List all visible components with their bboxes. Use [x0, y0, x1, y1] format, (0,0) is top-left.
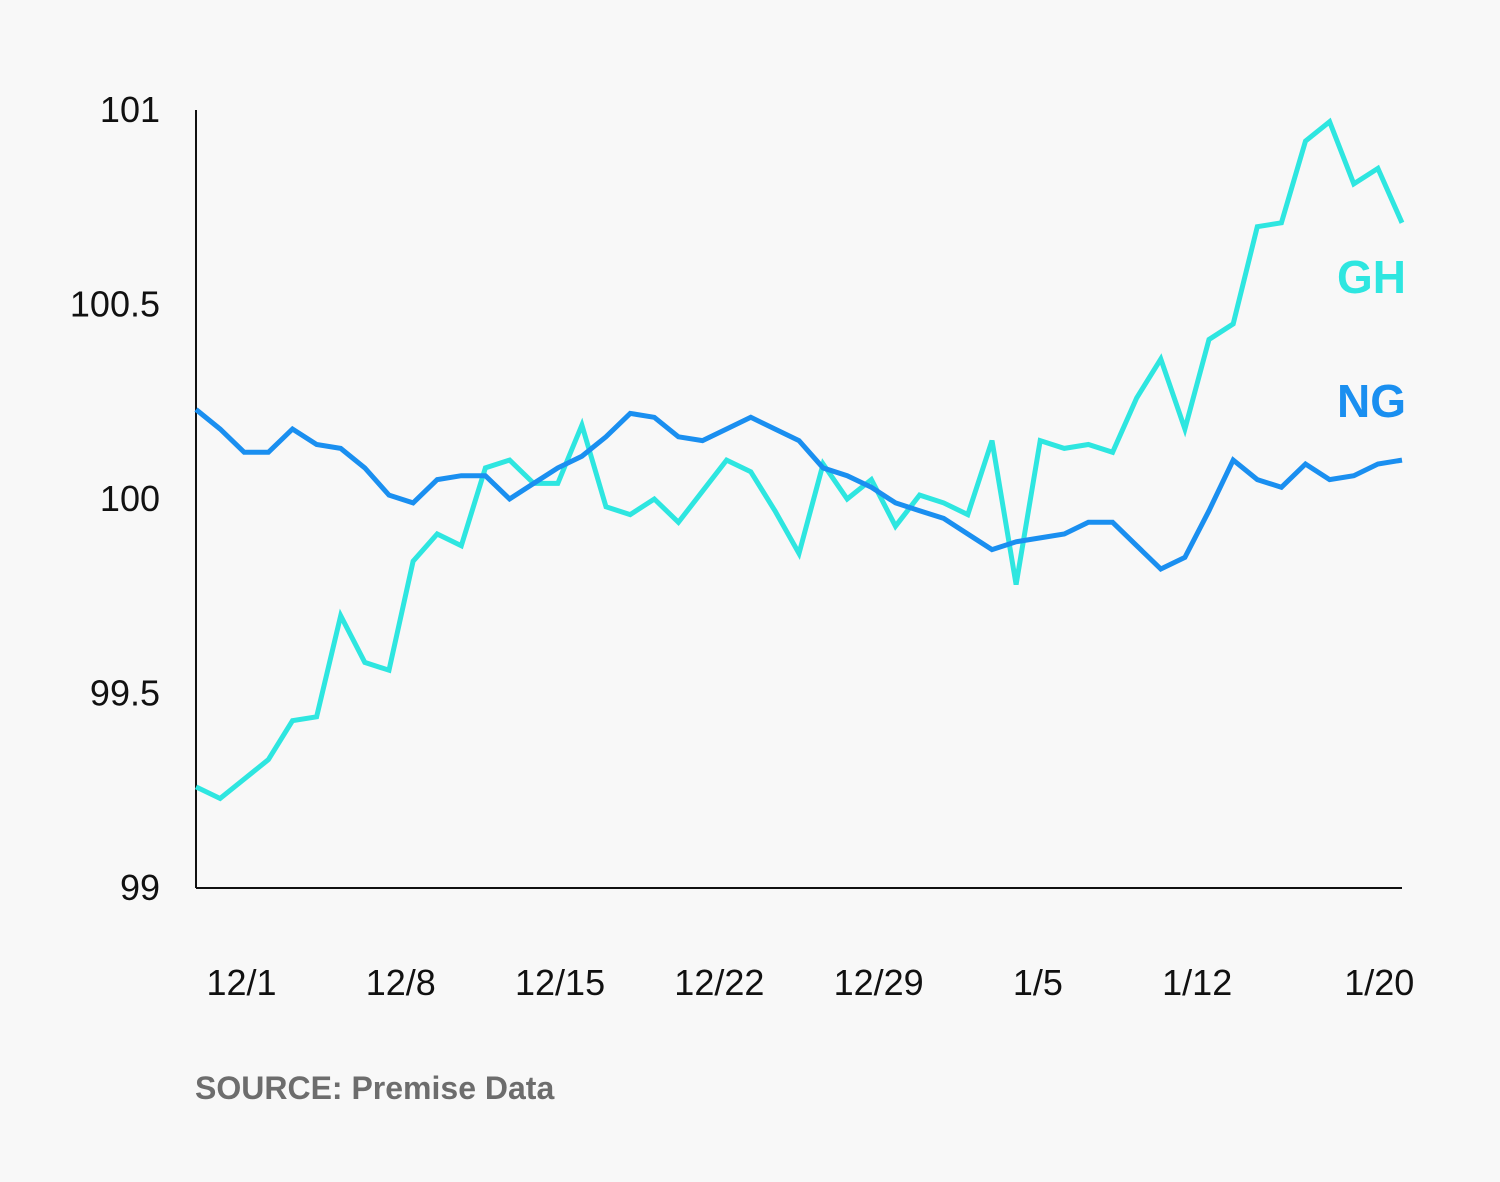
series-lines — [194, 117, 1405, 802]
x-tick-label: 1/5 — [1013, 962, 1063, 1003]
y-tick-label: 99.5 — [90, 673, 160, 714]
x-tick-label: 1/20 — [1344, 962, 1414, 1003]
x-tick-labels: 12/1 12/8 12/15 12/22 12/29 1/5 1/12 1/20 — [206, 962, 1414, 1003]
x-tick-label: 12/29 — [834, 962, 924, 1003]
legend: GH NG — [1337, 251, 1406, 427]
y-tick-label: 100.5 — [70, 284, 160, 325]
x-tick-label: 1/12 — [1162, 962, 1232, 1003]
x-tick-label: 12/8 — [366, 962, 436, 1003]
y-tick-labels: 99 99.5 100 100.5 101 — [70, 89, 160, 908]
y-tick-label: 101 — [100, 89, 160, 130]
legend-label-gh: GH — [1337, 251, 1406, 303]
series-line-gh — [194, 117, 1405, 802]
x-tick-label: 12/1 — [206, 962, 276, 1003]
y-tick-label: 99 — [120, 867, 160, 908]
series-line-ng — [194, 407, 1403, 573]
source-note: SOURCE: Premise Data — [195, 1070, 555, 1106]
y-tick-label: 100 — [100, 478, 160, 519]
legend-label-ng: NG — [1337, 375, 1406, 427]
x-tick-label: 12/22 — [674, 962, 764, 1003]
x-tick-label: 12/15 — [515, 962, 605, 1003]
